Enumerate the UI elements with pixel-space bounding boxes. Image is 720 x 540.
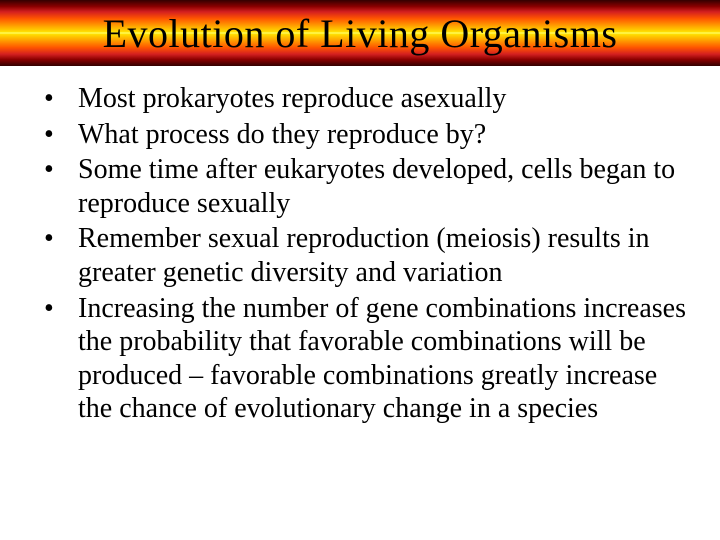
- title-bar: Evolution of Living Organisms: [0, 0, 720, 66]
- bullet-item: Increasing the number of gene combinatio…: [30, 292, 690, 426]
- slide-title: Evolution of Living Organisms: [103, 10, 618, 57]
- bullet-item: What process do they reproduce by?: [30, 118, 690, 152]
- bullet-list: Most prokaryotes reproduce asexually Wha…: [30, 82, 690, 426]
- bullet-item: Some time after eukaryotes developed, ce…: [30, 153, 690, 220]
- bullet-item: Most prokaryotes reproduce asexually: [30, 82, 690, 116]
- slide-body: Most prokaryotes reproduce asexually Wha…: [0, 66, 720, 426]
- bullet-item: Remember sexual reproduction (meiosis) r…: [30, 222, 690, 289]
